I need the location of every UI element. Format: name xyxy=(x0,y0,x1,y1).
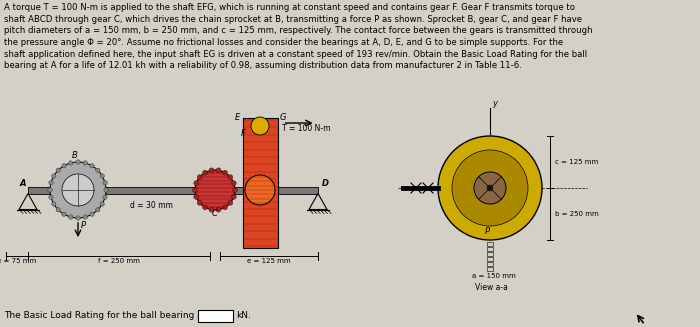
Circle shape xyxy=(228,175,233,180)
Circle shape xyxy=(194,194,199,199)
Bar xyxy=(487,267,493,271)
Circle shape xyxy=(90,164,95,168)
Circle shape xyxy=(76,160,80,164)
Text: The Basic Load Rating for the ball bearing at A is: The Basic Load Rating for the ball beari… xyxy=(4,312,225,320)
Bar xyxy=(242,118,277,248)
Circle shape xyxy=(202,170,207,175)
Circle shape xyxy=(52,174,56,178)
Text: e = 125 mm: e = 125 mm xyxy=(247,258,290,264)
Bar xyxy=(487,242,493,246)
Circle shape xyxy=(487,185,493,191)
Text: D: D xyxy=(322,179,329,188)
Circle shape xyxy=(103,195,107,199)
Bar xyxy=(28,186,318,194)
Text: kN.: kN. xyxy=(236,312,251,320)
Circle shape xyxy=(76,216,80,220)
Text: A torque T = 100 N-m is applied to the shaft EFG, which is running at constant s: A torque T = 100 N-m is applied to the s… xyxy=(4,3,592,70)
Text: c = 125 mm: c = 125 mm xyxy=(555,159,598,165)
Text: P: P xyxy=(81,221,86,230)
Circle shape xyxy=(474,172,506,204)
Circle shape xyxy=(231,194,237,199)
Text: F: F xyxy=(241,129,246,138)
Circle shape xyxy=(96,168,100,172)
Text: B: B xyxy=(72,151,78,160)
Circle shape xyxy=(209,168,214,173)
Circle shape xyxy=(62,212,66,216)
Circle shape xyxy=(452,150,528,226)
Text: T = 100 N-m: T = 100 N-m xyxy=(283,124,331,133)
Circle shape xyxy=(56,208,60,212)
Bar xyxy=(198,310,233,322)
Circle shape xyxy=(62,174,94,206)
Circle shape xyxy=(251,117,269,135)
Circle shape xyxy=(202,205,207,210)
Circle shape xyxy=(197,175,202,180)
Bar xyxy=(487,262,493,266)
Circle shape xyxy=(209,207,214,212)
Circle shape xyxy=(232,187,237,193)
Circle shape xyxy=(49,195,53,199)
Circle shape xyxy=(62,164,66,168)
Circle shape xyxy=(83,161,88,165)
Circle shape xyxy=(50,162,106,218)
Circle shape xyxy=(438,136,542,240)
Circle shape xyxy=(83,215,88,219)
Text: A: A xyxy=(20,179,27,188)
Text: View a-a: View a-a xyxy=(475,283,508,292)
Text: f = 250 mm: f = 250 mm xyxy=(98,258,140,264)
Circle shape xyxy=(103,181,107,185)
Circle shape xyxy=(231,181,237,186)
Circle shape xyxy=(223,205,228,210)
Circle shape xyxy=(193,187,197,193)
Text: y: y xyxy=(492,99,497,108)
Circle shape xyxy=(49,181,53,185)
Text: C: C xyxy=(212,209,218,218)
Circle shape xyxy=(100,202,104,206)
Circle shape xyxy=(69,161,73,165)
Circle shape xyxy=(100,174,104,178)
Text: e = 75 mm: e = 75 mm xyxy=(0,258,36,264)
Circle shape xyxy=(245,175,275,205)
Circle shape xyxy=(223,170,228,175)
Text: d = 30 mm: d = 30 mm xyxy=(130,201,173,210)
Circle shape xyxy=(52,202,56,206)
Circle shape xyxy=(216,207,221,212)
Text: G: G xyxy=(279,113,286,122)
Circle shape xyxy=(90,212,95,216)
Circle shape xyxy=(216,168,221,173)
Circle shape xyxy=(195,170,235,210)
Circle shape xyxy=(104,188,108,192)
Circle shape xyxy=(48,188,52,192)
Circle shape xyxy=(228,200,233,205)
Text: P: P xyxy=(485,227,490,236)
Circle shape xyxy=(194,181,199,186)
Bar xyxy=(487,247,493,251)
Text: E: E xyxy=(234,113,239,122)
Bar xyxy=(487,257,493,261)
Bar xyxy=(487,252,493,256)
Circle shape xyxy=(56,168,60,172)
Circle shape xyxy=(69,215,73,219)
Text: b = 250 mm: b = 250 mm xyxy=(555,211,598,217)
Circle shape xyxy=(197,200,202,205)
Text: a = 150 mm: a = 150 mm xyxy=(472,273,516,279)
Circle shape xyxy=(96,208,100,212)
